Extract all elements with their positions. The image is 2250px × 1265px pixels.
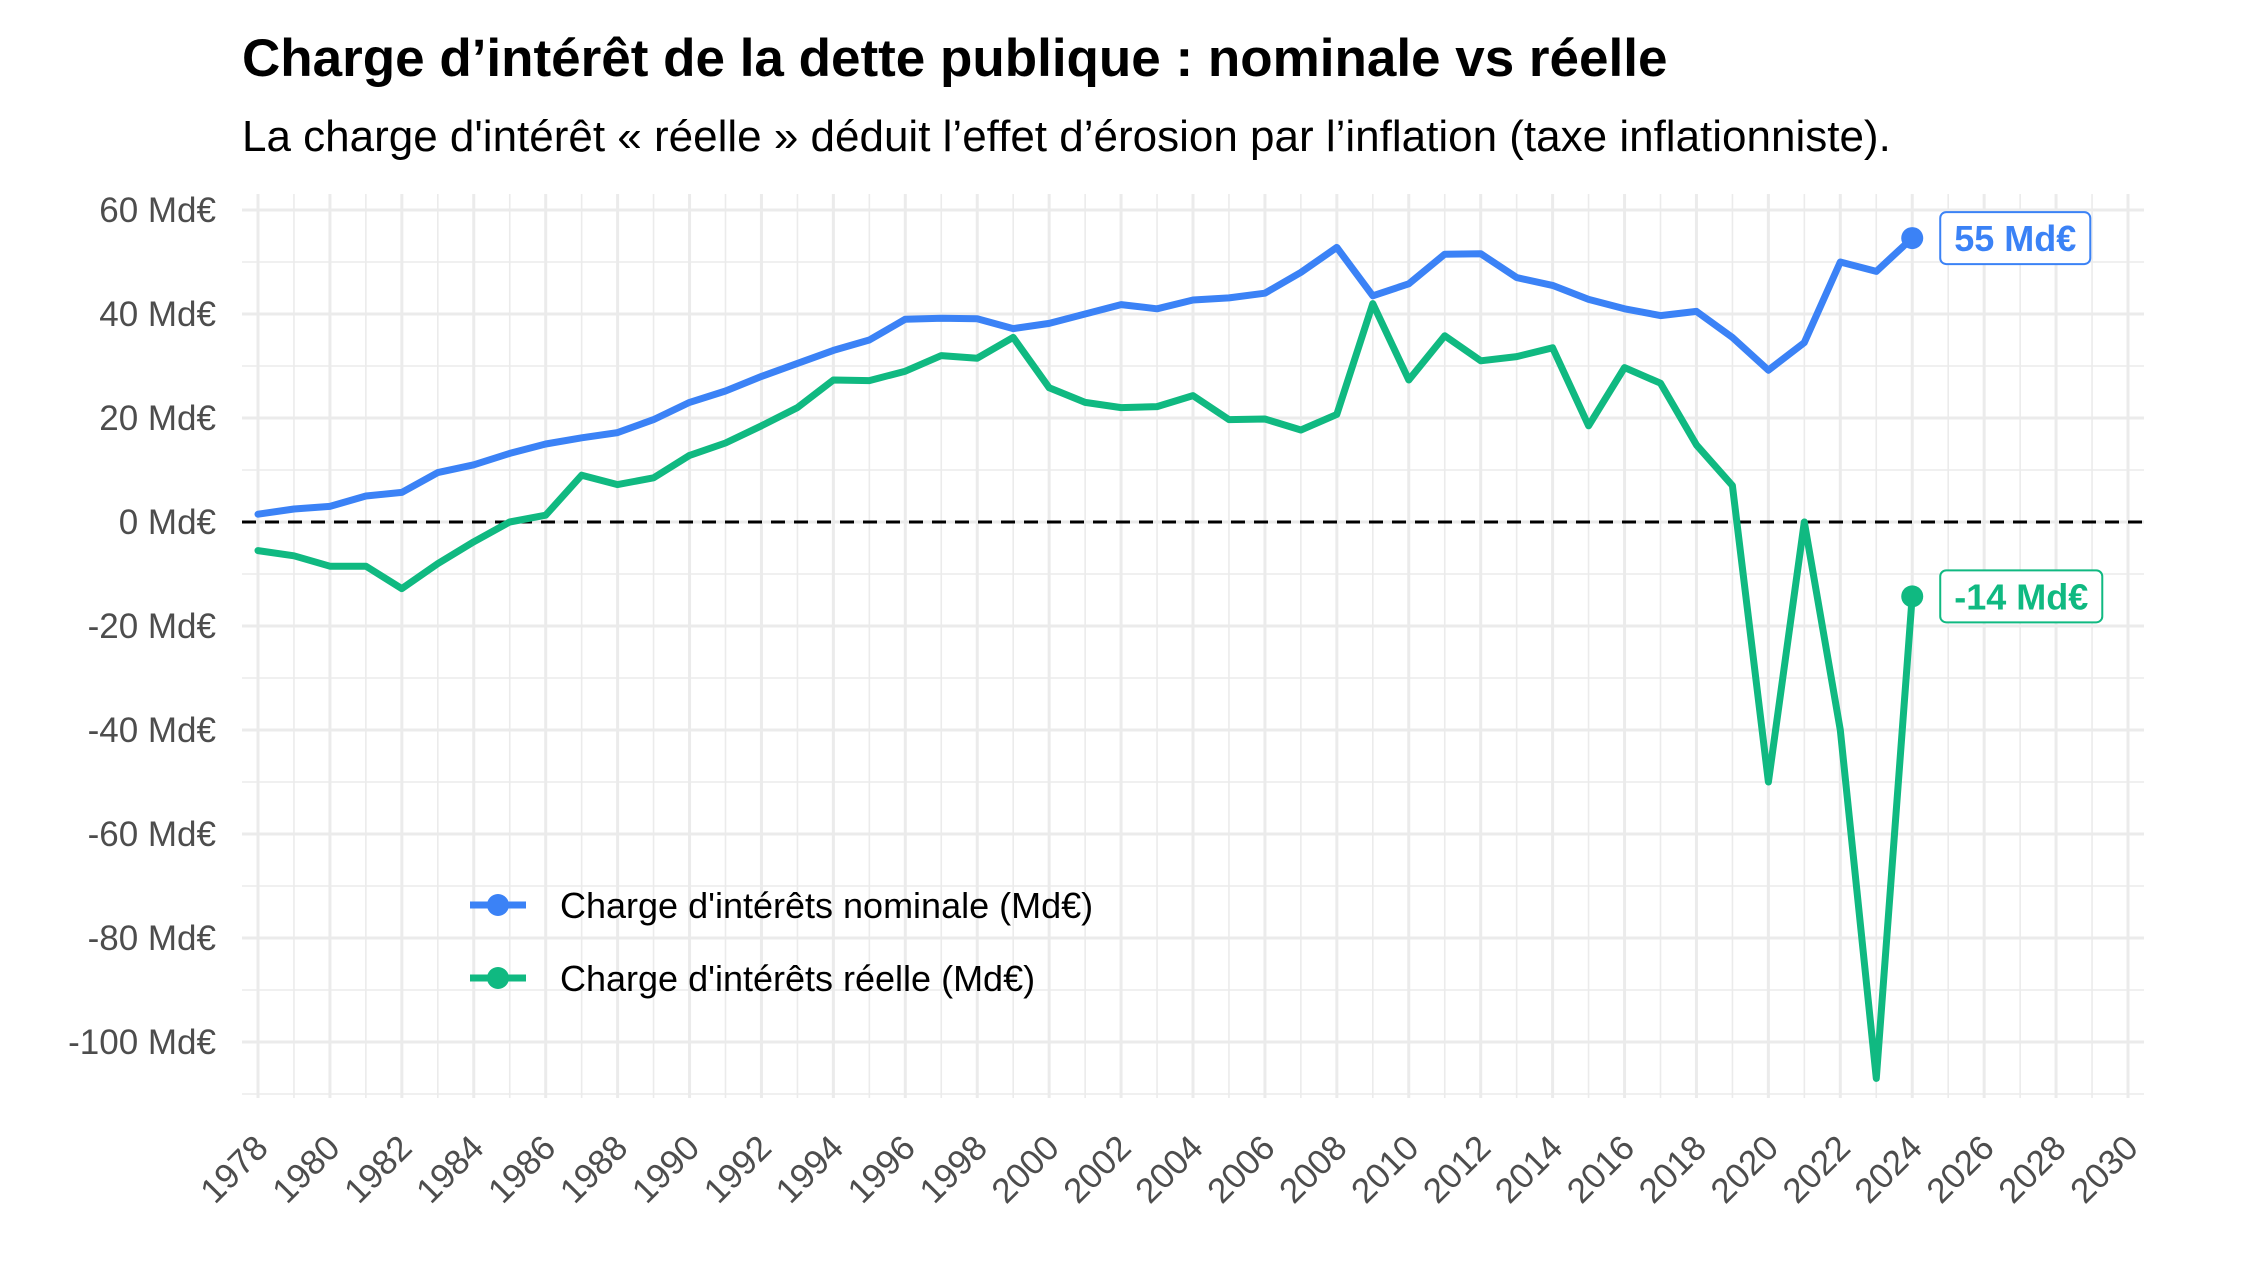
x-tick-label: 1994: [768, 1128, 851, 1211]
x-tick-label: 1996: [840, 1128, 923, 1211]
x-tick-label: 1982: [337, 1128, 420, 1211]
end-point-nominal: [1901, 227, 1924, 250]
end-label-text: -14 Md€: [1954, 576, 2088, 617]
x-tick-label: 2014: [1488, 1128, 1571, 1211]
x-tick-label: 1998: [912, 1128, 995, 1211]
x-tick-label: 2018: [1631, 1128, 1714, 1211]
x-tick-label: 1992: [696, 1128, 779, 1211]
series-line-real: [254, 300, 1916, 1082]
legend-item-nominal: Charge d'intérêts nominale (Md€): [470, 885, 1093, 926]
end-label-real: -14 Md€: [1939, 569, 2104, 624]
x-axis-tick-labels: 1978198019821984198619881990199219941996…: [193, 1128, 2146, 1211]
series-line-nominal: [254, 234, 1916, 518]
x-tick-label: 2022: [1775, 1128, 1858, 1211]
x-tick-label: 2020: [1703, 1128, 1786, 1211]
y-tick-label: -60 Md€: [88, 815, 216, 854]
y-tick-label: -20 Md€: [88, 607, 216, 646]
y-tick-label: -40 Md€: [88, 711, 216, 750]
chart-subtitle: La charge d'intérêt « réelle » déduit l’…: [242, 112, 1891, 161]
y-tick-label: -100 Md€: [68, 1023, 216, 1062]
y-tick-label: 40 Md€: [99, 295, 216, 334]
end-label-text: 55 Md€: [1954, 218, 2076, 259]
x-tick-label: 1988: [553, 1128, 636, 1211]
legend-swatch-dot: [487, 894, 509, 916]
x-tick-label: 2010: [1344, 1128, 1427, 1211]
x-tick-label: 1984: [409, 1128, 492, 1211]
end-point-real: [1901, 585, 1924, 608]
x-tick-label: 2016: [1560, 1128, 1643, 1211]
legend: Charge d'intérêts nominale (Md€) Charge d…: [470, 885, 1093, 999]
chart-title: Charge d’intérêt de la dette publique : …: [242, 29, 1668, 88]
y-axis-tick-labels: 60 Md€ 40 Md€ 20 Md€ 0 Md€ -20 Md€ -40 Md€ -60…: [68, 191, 216, 1062]
legend-label: Charge d'intérêts nominale (Md€): [560, 885, 1093, 926]
legend-label: Charge d'intérêts réelle (Md€): [560, 958, 1035, 999]
end-label-box: [1939, 569, 2104, 624]
x-tick-label: 2000: [984, 1128, 1067, 1211]
x-tick-label: 2030: [2063, 1128, 2146, 1211]
x-tick-label: 2008: [1272, 1128, 1355, 1211]
end-labels: 55 Md€ -14 Md€: [1901, 211, 2104, 624]
x-tick-label: 2006: [1200, 1128, 1283, 1211]
x-tick-label: 2028: [1991, 1128, 2074, 1211]
x-tick-label: 2004: [1128, 1128, 1211, 1211]
x-tick-label: 1990: [625, 1128, 708, 1211]
grid-lines: [242, 194, 2144, 1098]
y-tick-label: -80 Md€: [88, 919, 216, 958]
y-tick-label: 0 Md€: [119, 503, 216, 542]
legend-swatch-dot: [487, 967, 509, 989]
legend-item-real: Charge d'intérêts réelle (Md€): [470, 958, 1035, 999]
series-lines: [254, 234, 1916, 1082]
end-label-box: [1939, 211, 2092, 266]
x-tick-label: 2002: [1056, 1128, 1139, 1211]
x-tick-label: 2026: [1919, 1128, 2002, 1211]
x-tick-label: 1980: [265, 1128, 348, 1211]
x-tick-label: 2024: [1847, 1128, 1930, 1211]
y-tick-label: 60 Md€: [99, 191, 216, 230]
end-label-nominal: 55 Md€: [1939, 211, 2092, 266]
y-tick-label: 20 Md€: [99, 399, 216, 438]
x-tick-label: 1978: [193, 1128, 276, 1211]
x-tick-label: 2012: [1416, 1128, 1499, 1211]
x-tick-label: 1986: [481, 1128, 564, 1211]
